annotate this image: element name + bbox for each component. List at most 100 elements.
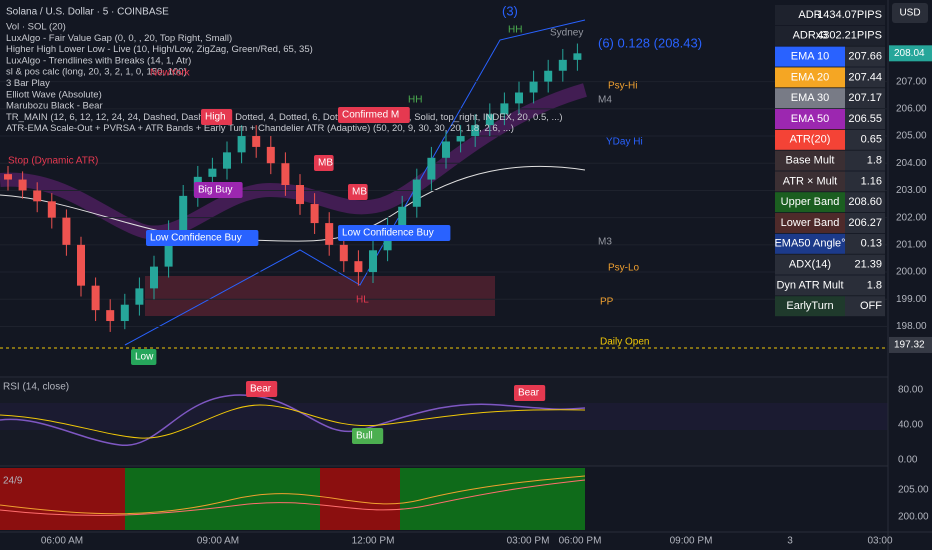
annotation: PP: [600, 297, 614, 308]
annotation: NewYork: [150, 68, 191, 79]
annotation-box: [201, 109, 233, 125]
regime-block: [320, 468, 400, 530]
candle-body: [150, 266, 158, 289]
annotation-box: [338, 107, 410, 123]
candle-body: [310, 204, 319, 224]
indicator-legend: Higher High Lower Low - Live (10, High/L…: [6, 44, 313, 55]
candle-body: [223, 152, 231, 169]
table-label: EMA50 Angle°: [774, 238, 845, 250]
candle-body: [427, 157, 436, 180]
annotation: HL: [356, 295, 369, 306]
time-label: 03:00 PM: [507, 536, 550, 547]
annotation: High: [205, 112, 226, 123]
table-label-cell: [775, 67, 845, 88]
annotation: (6) 0.128 (208.43): [598, 35, 702, 50]
table-value: 206.55: [848, 113, 882, 125]
annotation: (3): [502, 3, 518, 18]
price-label: 207.00: [896, 76, 927, 87]
table-value-cell: [845, 67, 885, 88]
regime-block: [125, 468, 320, 530]
currency[interactable]: USD: [899, 8, 920, 19]
rsi-axis-label: 0.00: [898, 455, 918, 466]
annotation: Bear: [250, 384, 272, 395]
table-label-cell: [775, 109, 845, 129]
candle-body: [33, 190, 42, 202]
currency-button[interactable]: [892, 3, 928, 23]
annotation: Low: [135, 352, 154, 363]
table-label: EarlyTurn: [786, 300, 833, 312]
candle-body: [252, 136, 261, 147]
indicator-legend: LuxAlgo - Fair Value Gap (0, 0, , 20, To…: [6, 33, 232, 44]
price-tag: [889, 336, 932, 353]
table-value: OFF: [860, 300, 882, 312]
table-label: EMA 10: [791, 51, 830, 63]
annotation-box: [348, 184, 368, 200]
table-value-cell: [845, 275, 885, 296]
annotation: Psy-Hi: [608, 81, 637, 92]
table-value: 1.16: [861, 175, 882, 187]
price-label: 199.00: [896, 294, 927, 305]
candle-body: [266, 146, 275, 164]
table-label-cell: [775, 233, 845, 254]
candle-body: [471, 125, 480, 137]
candle-body: [120, 304, 129, 322]
candle-body: [62, 217, 71, 245]
price-label: 206.00: [896, 103, 927, 114]
candle-body: [500, 103, 509, 115]
time-label: 03:00: [867, 536, 892, 547]
table-value-cell: [845, 296, 885, 317]
candle-body: [325, 223, 334, 245]
annotation-box: [338, 225, 451, 241]
candle-body: [4, 174, 12, 180]
annotation-box: [131, 349, 157, 365]
table-value-cell: [845, 192, 885, 213]
table-label-cell: [775, 88, 845, 109]
annotation-box: [246, 381, 278, 397]
table-label: ADR: [798, 9, 821, 21]
table-value: 207.66: [848, 51, 882, 63]
indicator-legend: 3 Bar Play: [6, 78, 50, 89]
symbol: Solana / U.S. Dollar · 5 · COINBASE: [6, 7, 169, 18]
table-value: 4302.21PIPS: [817, 30, 882, 42]
annotation: Low Confidence Buy: [342, 228, 434, 239]
table-label: ATR(20): [790, 134, 831, 146]
table-label: ADRx3: [793, 30, 828, 42]
table-value: 207.44: [848, 71, 882, 83]
price-label: 202.00: [896, 212, 927, 223]
pane3-line: [0, 475, 586, 515]
annotation: Bull: [356, 431, 373, 442]
price-label: 203.00: [896, 185, 927, 196]
candle-body: [398, 206, 407, 229]
table-value: 207.17: [848, 92, 882, 104]
candle-body: [106, 310, 115, 322]
annotation: M3: [598, 237, 612, 248]
table-value-cell: [845, 25, 885, 46]
annotation-box: [194, 182, 243, 198]
indicator-legend: Vol · SOL (20): [6, 22, 66, 33]
candle-body: [18, 179, 27, 191]
annotation: Confirmed M: [342, 110, 399, 121]
annotation: YDay Hi: [606, 137, 643, 148]
candle-body: [91, 285, 100, 311]
pane3-title: 24/9: [3, 476, 23, 487]
rsi-title: RSI (14, close): [3, 382, 69, 393]
rsi-axis-label: 80.00: [898, 385, 923, 396]
table-value-cell: [845, 109, 885, 129]
table-label-cell: [775, 150, 845, 171]
table-label: EMA 20: [791, 71, 830, 83]
time-label: 06:00 AM: [41, 536, 83, 547]
annotation: M4: [598, 95, 612, 106]
price-label: 198.00: [896, 321, 927, 332]
table-value: 206.27: [848, 217, 882, 229]
candle-body: [558, 59, 567, 71]
table-value: 1.8: [867, 279, 882, 291]
candle-body: [77, 244, 85, 286]
price-tag-label: 208.04: [894, 48, 925, 59]
regime-block: [0, 468, 125, 530]
annotation: Stop (Dynamic ATR): [8, 156, 98, 167]
regime-block: [400, 468, 585, 530]
table-label-cell: [775, 171, 845, 192]
table-label: Dyn ATR Mult: [776, 279, 843, 291]
candle-body: [369, 250, 377, 273]
price-tag-label: 197.32: [894, 340, 925, 351]
